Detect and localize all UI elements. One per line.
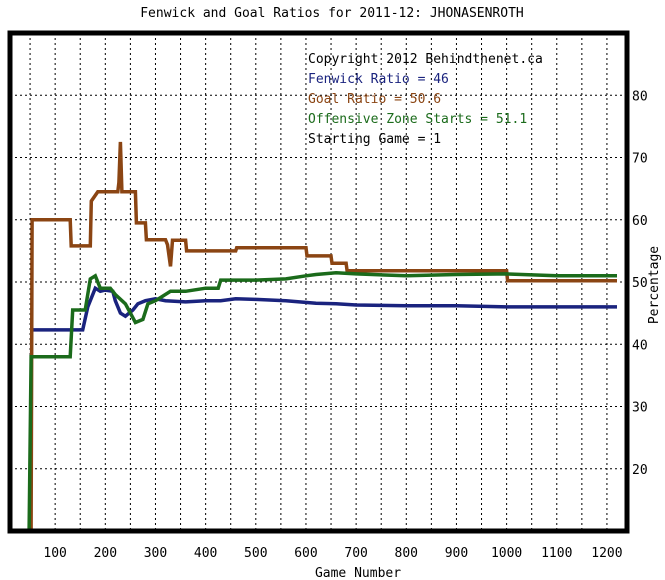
- x-tick-labels: 100 200 300 400 500 600 700 800 900 1000 1100 1200: [43, 546, 622, 561]
- x-tick-label: 1000: [491, 546, 522, 561]
- annotation-line: Starting Game = 1: [308, 132, 441, 147]
- y-tick-label: 50: [632, 276, 648, 291]
- y-tick-label: 70: [632, 152, 648, 167]
- x-tick-label: 900: [445, 546, 468, 561]
- annotation-line: Offensive Zone Starts = 51.1: [308, 112, 527, 127]
- x-tick-label: 800: [395, 546, 418, 561]
- x-tick-label: 1200: [591, 546, 622, 561]
- x-axis-label: Game Number: [315, 566, 401, 580]
- y-tick-label: 40: [632, 338, 648, 353]
- x-tick-label: 1100: [541, 546, 572, 561]
- annotation-line: Copyright 2012 Behindthenet.ca: [308, 52, 543, 67]
- series-line-goal-ratio: [29, 141, 617, 531]
- series-line-fenwick-ratio: [33, 285, 617, 332]
- series-line-offensive-zone-starts: [27, 270, 617, 531]
- plot-frame: [7, 30, 630, 534]
- annotation-line: Goal Ratio = 50.6: [308, 92, 441, 107]
- annotation-line: Fenwick Ratio = 46: [308, 72, 449, 87]
- series-layer: [27, 141, 617, 531]
- y-tick-labels: 20 30 40 50 60 70 80: [632, 89, 648, 478]
- y-tick-label: 30: [632, 401, 648, 416]
- chart-title: Fenwick and Goal Ratios for 2011-12: JHO…: [140, 6, 524, 21]
- y-tick-label: 80: [632, 89, 648, 104]
- x-tick-label: 400: [194, 546, 217, 561]
- x-tick-label: 200: [94, 546, 117, 561]
- x-tick-label: 500: [244, 546, 267, 561]
- y-axis-label: Percentage: [647, 246, 662, 324]
- y-tick-label: 20: [632, 463, 648, 478]
- x-tick-label: 300: [144, 546, 167, 561]
- x-tick-label: 100: [43, 546, 66, 561]
- y-tick-label: 60: [632, 214, 648, 229]
- x-tick-label: 700: [344, 546, 367, 561]
- x-tick-label: 600: [294, 546, 317, 561]
- grid-layer: [10, 33, 627, 531]
- annotation-layer: Copyright 2012 Behindthenet.ca Fenwick Ra…: [308, 52, 543, 147]
